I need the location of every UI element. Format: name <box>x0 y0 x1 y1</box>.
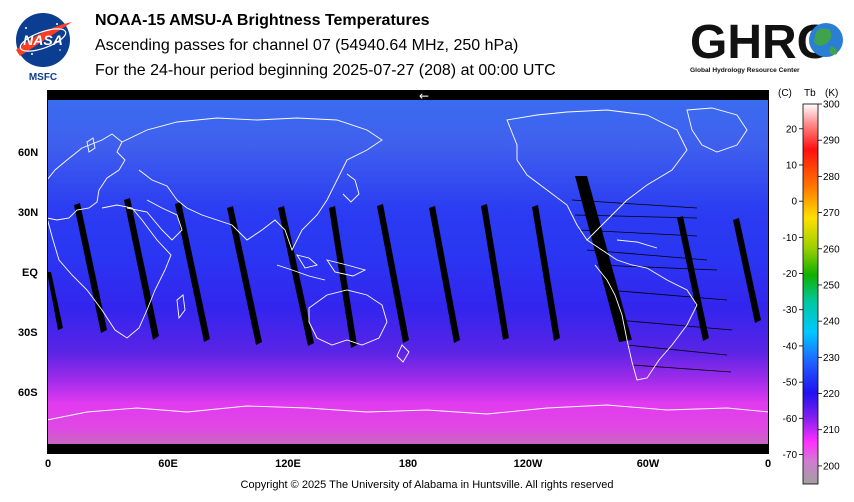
celsius-tick-label: -60 <box>783 414 798 425</box>
lat-label-60s: 60S <box>18 387 38 399</box>
lon-label-120e: 120E <box>275 458 301 470</box>
kelvin-tick-label: 300 <box>823 100 840 111</box>
colorbar-header-kelvin: (K) <box>825 88 838 99</box>
kelvin-tick-label: 200 <box>823 461 840 472</box>
nasa-logo: NASA MSFC <box>16 13 72 82</box>
kelvin-tick-label: 220 <box>823 389 840 400</box>
chart-subtitle: Ascending passes for channel 07 (54940.6… <box>95 37 519 54</box>
celsius-tick-label: 10 <box>786 160 798 171</box>
ghrc-logo: GHRC Global Hydrology Resource Center <box>690 16 843 74</box>
kelvin-tick-label: 250 <box>823 280 840 291</box>
kelvin-tick-label: 210 <box>823 425 840 436</box>
kelvin-tick-label: 280 <box>823 172 840 183</box>
kelvin-tick-label: 230 <box>823 353 840 364</box>
celsius-tick-label: -20 <box>783 269 798 280</box>
top-data-gap <box>47 90 769 100</box>
kelvin-tick-label: 260 <box>823 244 840 255</box>
chart-title: NOAA-15 AMSU-A Brightness Temperatures <box>95 12 430 29</box>
temperature-field <box>47 90 769 454</box>
nasa-logo-caption: MSFC <box>29 72 57 82</box>
kelvin-tick-label: 290 <box>823 136 840 147</box>
lon-label-180: 180 <box>398 458 418 470</box>
celsius-tick-label: -40 <box>783 341 798 352</box>
celsius-tick-label: -70 <box>783 450 798 461</box>
chart-period: For the 24-hour period beginning 2025-07… <box>95 62 556 79</box>
lat-label-30s: 30S <box>18 327 38 339</box>
colorbar-header-tb: Tb <box>804 88 816 99</box>
lat-label-60n: 60N <box>18 147 39 159</box>
celsius-tick-label: -50 <box>783 378 798 389</box>
kelvin-tick-labels: 300 290 280 270 260 250 240 230 220 210 200 <box>818 100 840 472</box>
brightness-temperature-map: ← <box>47 90 769 454</box>
orbit-direction-arrow: ← <box>419 90 429 103</box>
ghrc-logo-text: GHRC <box>690 16 831 69</box>
streaks <box>571 199 733 373</box>
celsius-tick-label: 20 <box>786 124 798 135</box>
lon-label-60w: 60W <box>636 458 660 470</box>
celsius-tick-label: -30 <box>783 305 798 316</box>
lat-label-30n: 30N <box>18 207 39 219</box>
celsius-tick-labels: 20 10 0 -10 -20 -30 -40 -50 -60 -70 <box>783 124 803 461</box>
swath-gaps <box>47 176 761 348</box>
copyright-notice: Copyright © 2025 The University of Alaba… <box>240 479 614 491</box>
kelvin-tick-label: 240 <box>823 317 840 328</box>
ghrc-logo-caption: Global Hydrology Resource Center <box>690 67 800 74</box>
coastlines <box>47 107 769 421</box>
colorbar-gradient <box>802 103 819 485</box>
lon-label-60e: 60E <box>158 458 178 470</box>
lat-label-eq: EQ <box>22 267 38 279</box>
celsius-tick-label: 0 <box>791 197 797 208</box>
colorbar-header-celsius: (C) <box>778 88 792 99</box>
lon-label-0-east: 0 <box>764 458 772 470</box>
lon-label-120w: 120W <box>513 458 543 470</box>
kelvin-tick-label: 270 <box>823 208 840 219</box>
map-frame <box>47 90 769 454</box>
colorbar: (C) Tb (K) 20 10 0 -10 -20 -30 -40 -50 -60 -70 30… <box>778 88 840 485</box>
lon-label-0: 0 <box>44 458 52 470</box>
celsius-tick-label: -10 <box>783 233 798 244</box>
nasa-logo-text: NASA <box>23 32 63 48</box>
bottom-data-gap <box>47 444 769 454</box>
